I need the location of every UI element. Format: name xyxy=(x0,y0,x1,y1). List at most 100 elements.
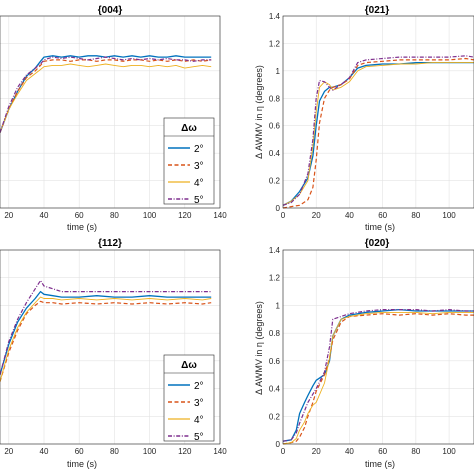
panel-021-axes-box xyxy=(282,15,474,209)
panel-112-xtick-label: 40 xyxy=(40,447,49,456)
panel-021-ytick-label: 0.2 xyxy=(269,177,281,186)
panel-004: {004} 20 40 60 80 100 120 140 time (s) Δω 2° 3°… xyxy=(0,5,227,232)
legend-label-2deg: 2° xyxy=(194,381,204,392)
panel-020-ylabel: Δ AWMV in η (degrees) xyxy=(254,301,264,395)
panel-112-xtick-label: 100 xyxy=(143,447,157,456)
panel-021-grid xyxy=(282,15,474,209)
legend-label-4deg: 4° xyxy=(194,178,204,189)
panel-112-xtick-label: 140 xyxy=(213,447,227,456)
panel-112-series-line xyxy=(0,300,212,382)
panel-021-xtick-label: 20 xyxy=(312,211,321,220)
panel-020-ytick-label: 0 xyxy=(276,440,281,449)
panel-112-legend-entries: 2° 3° 4° 5° xyxy=(168,381,204,443)
panel-004-axes-box xyxy=(0,15,221,209)
panel-112-xtick-label: 80 xyxy=(110,447,119,456)
panel-021-ytick-label: 1.2 xyxy=(269,39,281,48)
panel-021-series-line xyxy=(282,61,474,206)
panel-020-series-line xyxy=(282,308,474,442)
panel-004-series xyxy=(0,55,212,133)
panel-021-ytick-label: 0.4 xyxy=(269,149,281,158)
panel-021-xtick-label: 100 xyxy=(442,211,456,220)
panel-004-series-line xyxy=(0,56,212,133)
legend-label-4deg: 4° xyxy=(194,415,204,426)
panel-020-xlabel: time (s) xyxy=(365,459,395,469)
panel-020-xtick-label: 40 xyxy=(345,447,354,456)
panel-021-series xyxy=(282,55,474,209)
panel-112-xtick-label: 60 xyxy=(75,447,84,456)
panel-020-ytick-label: 1.4 xyxy=(269,246,281,255)
panel-020-ytick-label: 0.6 xyxy=(269,357,281,366)
panel-021-series-line xyxy=(282,55,474,206)
panel-021-series-line xyxy=(282,62,474,206)
panel-112-series xyxy=(0,279,212,382)
legend-label-3deg: 3° xyxy=(194,398,204,409)
panel-021-yticks: 0 0.2 0.4 0.6 0.8 1 1.2 1.4 xyxy=(269,12,281,213)
panel-020-series-line xyxy=(282,309,474,442)
panel-004-legend: Δω 2° 3° 4° 5° xyxy=(163,117,215,206)
panel-020-title: {020} xyxy=(365,238,390,249)
panel-112-legend: Δω 2° 3° 4° 5° xyxy=(163,354,215,443)
panel-021-series-line xyxy=(282,57,474,209)
panel-112-legend-box xyxy=(163,354,215,442)
panel-112-xticks: 20 40 60 80 100 120 140 xyxy=(4,447,227,456)
panel-021-xtick-label: 0 xyxy=(281,211,286,220)
panel-004-series-line xyxy=(0,63,212,133)
panel-004-legend-entries: 2° 3° 4° 5° xyxy=(168,144,204,206)
panel-020-series-line xyxy=(282,311,474,445)
panel-112-series-line xyxy=(0,279,212,375)
panel-004-xlabel: time (s) xyxy=(67,222,97,232)
panel-020-xtick-label: 80 xyxy=(411,447,420,456)
panel-020-xtick-label: 0 xyxy=(281,447,286,456)
panel-004-legend-title: Δω xyxy=(181,123,197,134)
panel-004-xtick-label: 40 xyxy=(40,211,49,220)
panel-004-xticks: 20 40 60 80 100 120 140 xyxy=(4,211,227,220)
legend-label-2deg: 2° xyxy=(194,144,204,155)
panel-021-ytick-label: 0.8 xyxy=(269,94,281,103)
panel-020-xtick-label: 60 xyxy=(378,447,387,456)
panel-020-xtick-label: 20 xyxy=(312,447,321,456)
panel-004-xtick-label: 120 xyxy=(178,211,192,220)
panel-021-xtick-label: 60 xyxy=(378,211,387,220)
panel-112-axes-box xyxy=(0,249,221,445)
panel-112-title: {112} xyxy=(98,238,122,249)
panel-021-ytick-label: 1 xyxy=(276,67,281,76)
panel-021-xtick-label: 80 xyxy=(411,211,420,220)
panel-020-ytick-label: 1 xyxy=(276,301,281,310)
panel-020-series xyxy=(282,308,474,445)
panel-004-xtick-label: 20 xyxy=(4,211,13,220)
panel-112-series-line xyxy=(0,290,212,375)
panel-004-xtick-label: 80 xyxy=(110,211,119,220)
panel-004-xtick-label: 140 xyxy=(213,211,227,220)
panel-021-ylabel: Δ AWMV in η (degrees) xyxy=(254,65,264,159)
panel-021: {021} 0 20 40 60 80 100 00.20.40.60.811.21.4 … xyxy=(254,5,474,232)
legend-label-3deg: 3° xyxy=(194,161,204,172)
panel-020-grid xyxy=(282,249,474,445)
panel-020-yticks: 0 0.2 0.4 0.6 0.8 1 1.2 1.4 xyxy=(269,246,281,449)
panel-004-title: {004} xyxy=(98,5,123,16)
panel-021-ytick-label: 1.4 xyxy=(269,12,281,21)
panel-112-legend-title: Δω xyxy=(181,360,197,371)
legend-label-5deg: 5° xyxy=(194,432,204,443)
panel-112: {112} 20 40 60 80 100 120 140 time (s) Δω 2° 3°… xyxy=(0,238,227,469)
panel-004-xtick-label: 100 xyxy=(143,211,157,220)
panel-112-xlabel: time (s) xyxy=(67,459,97,469)
panel-020: {020} 0 20 40 60 80 100 00.20.40.60.811.21.4 … xyxy=(254,238,474,469)
panel-020-ytick-label: 0.2 xyxy=(269,412,281,421)
panel-112-series-line xyxy=(0,296,212,382)
panel-004-legend-box xyxy=(163,117,215,205)
panel-021-title: {021} xyxy=(365,5,390,16)
panel-020-series-line xyxy=(282,313,474,445)
panel-020-ytick-label: 0.8 xyxy=(269,329,281,338)
panel-021-ytick-label: 0.6 xyxy=(269,122,281,131)
panel-112-xtick-label: 120 xyxy=(178,447,192,456)
panel-112-xtick-label: 20 xyxy=(4,447,13,456)
panel-004-xtick-label: 60 xyxy=(75,211,84,220)
panel-021-ytick-label: 0 xyxy=(276,204,281,213)
panel-021-xtick-label: 40 xyxy=(345,211,354,220)
legend-label-5deg: 5° xyxy=(194,195,204,206)
panel-020-ytick-label: 0.4 xyxy=(269,385,281,394)
panel-021-xlabel: time (s) xyxy=(365,222,395,232)
panel-020-ytick-label: 1.2 xyxy=(269,274,281,283)
panel-020-xtick-label: 100 xyxy=(442,447,456,456)
